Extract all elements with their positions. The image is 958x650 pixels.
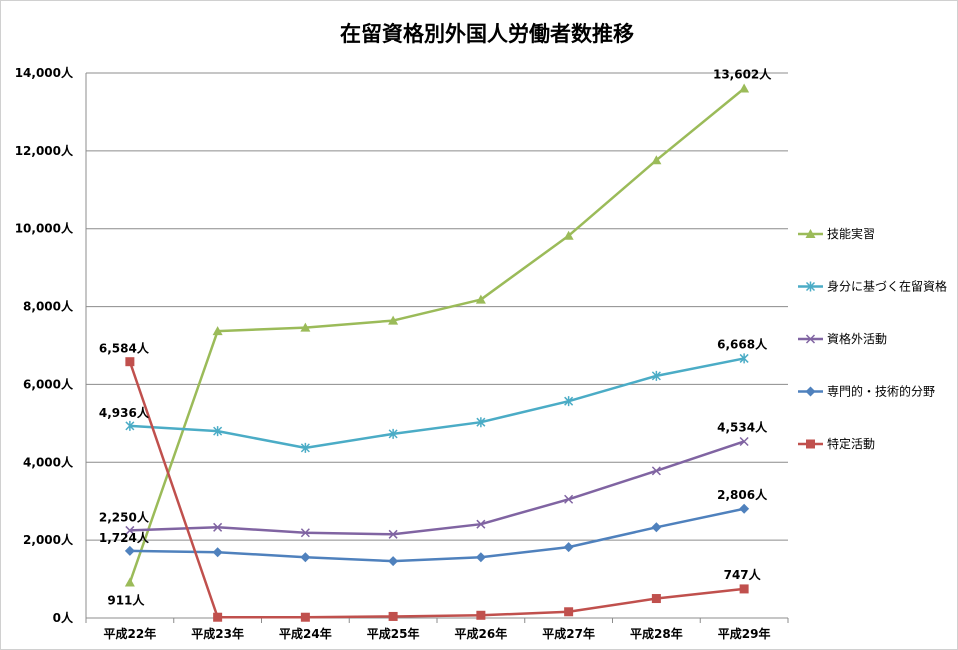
data-point	[124, 577, 135, 587]
series-line	[129, 440, 745, 536]
data-label: 1,724人	[99, 530, 150, 545]
x-tick-label: 平成26年	[455, 626, 508, 641]
data-label: 6,584人	[99, 341, 150, 356]
legend-label: 専門的・技術的分野	[827, 384, 935, 399]
data-point	[388, 315, 399, 325]
data-label: 2,250人	[99, 509, 150, 524]
legend-marker	[805, 229, 816, 238]
data-label: 4,936人	[99, 405, 150, 420]
data-point	[651, 594, 661, 604]
data-label: 13,602人	[713, 66, 772, 81]
legend-entry: 特定活動	[798, 436, 875, 451]
series-line	[129, 357, 745, 450]
legend-marker	[805, 386, 816, 397]
y-tick-label: 10,000人	[15, 221, 74, 236]
data-point	[476, 519, 486, 529]
data-point	[739, 584, 749, 594]
legend-label: 資格外活動	[827, 331, 887, 346]
data-point	[388, 611, 398, 621]
x-tick-label: 平成23年	[191, 626, 244, 641]
data-point	[125, 525, 135, 535]
legend-marker	[805, 334, 816, 344]
legend-entry: 技能実習	[798, 226, 875, 241]
y-tick-label: 8,000人	[23, 299, 74, 314]
data-point	[476, 610, 486, 620]
y-tick-label: 2,000人	[23, 532, 74, 547]
data-point	[213, 522, 223, 532]
y-axis: 0人 2,000人 4,000人 6,000人 8,000人 10,000人 12,000人…	[15, 65, 87, 625]
data-point	[739, 436, 749, 447]
x-axis: 平成22年 平成23年 平成24年 平成25年 平成26年 平成27年 平成28年 平成29年	[85, 618, 789, 641]
data-point	[213, 426, 223, 437]
data-point	[300, 612, 310, 622]
data-label: 2,806人	[717, 487, 768, 502]
data-point	[388, 556, 399, 567]
series-line	[129, 507, 745, 563]
x-tick-label: 平成22年	[104, 626, 157, 641]
x-tick-label: 平成25年	[367, 626, 420, 641]
data-point	[563, 542, 574, 553]
y-tick-label: 6,000人	[23, 376, 74, 391]
data-point	[125, 420, 135, 431]
data-point	[564, 494, 574, 504]
data-label: 747人	[724, 567, 762, 582]
series-lines	[124, 83, 750, 622]
legend-entry: 身分に基づく在留資格	[798, 279, 947, 294]
data-point	[651, 466, 661, 476]
data-labels: 911人 13,602人 4,936人 6,668人 2,250人 4,534人 1,724…	[99, 66, 772, 607]
legend-entry: 専門的・技術的分野	[798, 384, 935, 399]
y-tick-label: 14,000人	[15, 65, 74, 80]
data-point	[300, 528, 310, 538]
chart-title: 在留資格別外国人労働者数推移	[340, 22, 634, 46]
x-tick-label: 平成29年	[718, 626, 771, 641]
data-point	[476, 417, 486, 428]
y-tick-label: 0人	[53, 610, 74, 625]
y-tick-label: 12,000人	[15, 143, 74, 158]
data-point	[125, 357, 135, 367]
data-point	[563, 230, 574, 240]
data-point	[212, 547, 223, 558]
data-point	[388, 428, 398, 439]
data-point	[651, 370, 661, 381]
grid-lines	[86, 72, 788, 619]
data-point	[212, 326, 223, 336]
series-line	[128, 87, 745, 583]
data-label: 4,534人	[717, 419, 768, 434]
data-point	[651, 522, 662, 533]
data-point	[213, 612, 223, 622]
data-label: 911人	[107, 593, 145, 608]
series-line	[128, 361, 745, 619]
data-point	[739, 83, 750, 93]
legend-label: 技能実習	[827, 226, 875, 241]
legend-marker	[805, 281, 816, 292]
legend-label: 身分に基づく在留資格	[827, 279, 947, 294]
data-point	[388, 529, 398, 539]
x-tick-label: 平成27年	[542, 626, 595, 641]
data-point	[300, 442, 310, 453]
data-point	[564, 607, 574, 617]
legend-marker	[806, 439, 815, 449]
x-tick-label: 平成24年	[279, 626, 332, 641]
y-tick-label: 4,000人	[23, 454, 74, 469]
data-point	[300, 552, 311, 563]
legend-entry: 資格外活動	[798, 331, 887, 346]
legend-label: 特定活動	[827, 436, 875, 451]
data-point	[475, 294, 486, 304]
data-point	[300, 322, 311, 332]
data-point	[475, 552, 486, 563]
data-point	[124, 545, 135, 556]
data-point	[651, 155, 662, 165]
data-point	[739, 503, 750, 514]
x-tick-label: 平成28年	[630, 626, 683, 641]
data-point	[739, 353, 749, 364]
data-point	[564, 396, 574, 407]
data-label: 6,668人	[717, 336, 768, 351]
